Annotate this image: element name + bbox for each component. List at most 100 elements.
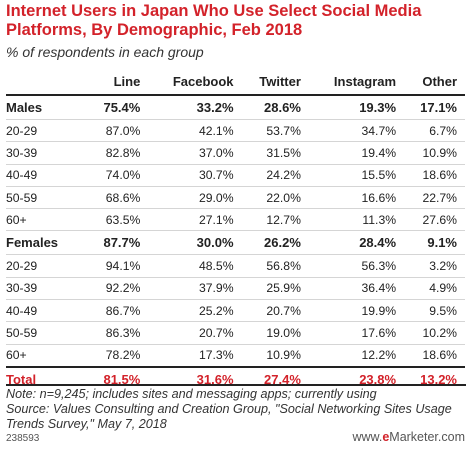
- footnote: Note: n=9,245; includes sites and messag…: [6, 384, 466, 432]
- table-row: Females 87.7% 30.0% 26.2% 28.4% 9.1%: [6, 230, 465, 255]
- cell-facebook: 33.2%: [148, 94, 242, 120]
- cell-facebook: 17.3%: [148, 343, 242, 367]
- cell-facebook: 20.7%: [148, 321, 242, 345]
- cell-line: 81.5%: [87, 365, 149, 391]
- column-header-other: Other: [404, 68, 465, 96]
- column-header-facebook: Facebook: [148, 68, 242, 96]
- cell-facebook: 37.9%: [148, 276, 242, 300]
- cell-other: 3.2%: [404, 254, 465, 278]
- cell-instagram: 34.7%: [308, 118, 405, 142]
- cell-instagram: 56.3%: [308, 254, 405, 278]
- cell-twitter: 10.9%: [241, 343, 309, 367]
- cell-instagram: 36.4%: [308, 276, 405, 300]
- chart-subtitle: % of respondents in each group: [6, 44, 204, 60]
- chart-title: Internet Users in Japan Who Use Select S…: [6, 2, 422, 39]
- cell-twitter: 22.0%: [241, 185, 309, 209]
- cell-twitter: 20.7%: [241, 299, 309, 322]
- cell-twitter: 31.5%: [241, 141, 309, 165]
- column-header-instagram: Instagram: [308, 68, 405, 96]
- table-row: Males 75.4% 33.2% 28.6% 19.3% 17.1%: [6, 94, 465, 120]
- cell-facebook: 25.2%: [148, 299, 242, 322]
- cell-facebook: 42.1%: [148, 118, 242, 142]
- cell-twitter: 24.2%: [241, 163, 309, 187]
- brand-logo: www.eMarketer.com: [352, 430, 465, 444]
- cell-line: 78.2%: [87, 343, 149, 367]
- cell-instagram: 19.4%: [308, 141, 405, 165]
- cell-other: 9.1%: [404, 230, 465, 255]
- table-row: 40-49 86.7% 25.2% 20.7% 19.9% 9.5%: [6, 299, 465, 322]
- cell-line: 63.5%: [87, 208, 149, 231]
- cell-line: 75.4%: [87, 94, 149, 120]
- cell-other: 9.5%: [404, 299, 465, 322]
- cell-twitter: 26.2%: [241, 230, 309, 255]
- column-header-label: [6, 68, 88, 96]
- brand-prefix: www.: [352, 430, 383, 444]
- table-row: 30-39 82.8% 37.0% 31.5% 19.4% 10.9%: [6, 141, 465, 165]
- table-row: Total 81.5% 31.6% 27.4% 23.8% 13.2%: [6, 365, 465, 391]
- cell-twitter: 19.0%: [241, 321, 309, 345]
- cell-line: 87.7%: [87, 230, 149, 255]
- cell-instagram: 28.4%: [308, 230, 405, 255]
- cell-other: 17.1%: [404, 94, 465, 120]
- row-label: 60+: [6, 343, 88, 367]
- cell-line: 68.6%: [87, 185, 149, 209]
- row-label: 60+: [6, 208, 88, 231]
- row-label: Total: [6, 365, 88, 391]
- cell-line: 86.7%: [87, 299, 149, 322]
- cell-line: 87.0%: [87, 118, 149, 142]
- cell-instagram: 23.8%: [308, 365, 405, 391]
- cell-other: 22.7%: [404, 185, 465, 209]
- table-row: 60+ 63.5% 27.1% 12.7% 11.3% 27.6%: [6, 208, 465, 231]
- row-label: Females: [6, 230, 88, 255]
- cell-line: 92.2%: [87, 276, 149, 300]
- table-row: 20-29 87.0% 42.1% 53.7% 34.7% 6.7%: [6, 118, 465, 142]
- cell-facebook: 30.7%: [148, 163, 242, 187]
- cell-other: 4.9%: [404, 276, 465, 300]
- brand-suffix: Marketer.com: [389, 430, 465, 444]
- table-row: 20-29 94.1% 48.5% 56.8% 56.3% 3.2%: [6, 254, 465, 278]
- table-header-row: Line Facebook Twitter Instagram Other: [6, 68, 465, 96]
- cell-facebook: 48.5%: [148, 254, 242, 278]
- cell-line: 86.3%: [87, 321, 149, 345]
- table-row: 60+ 78.2% 17.3% 10.9% 12.2% 18.6%: [6, 343, 465, 367]
- row-label: 20-29: [6, 254, 88, 278]
- row-label: 40-49: [6, 299, 88, 322]
- cell-twitter: 12.7%: [241, 208, 309, 231]
- column-header-line: Line: [87, 68, 149, 96]
- cell-instagram: 17.6%: [308, 321, 405, 345]
- row-label: 30-39: [6, 276, 88, 300]
- cell-facebook: 30.0%: [148, 230, 242, 255]
- cell-facebook: 31.6%: [148, 365, 242, 391]
- row-label: 20-29: [6, 118, 88, 142]
- cell-instagram: 11.3%: [308, 208, 405, 231]
- cell-line: 74.0%: [87, 163, 149, 187]
- cell-instagram: 19.9%: [308, 299, 405, 322]
- note-text: Note: n=9,245; includes sites and messag…: [6, 387, 377, 401]
- cell-line: 94.1%: [87, 254, 149, 278]
- table-row: 50-59 68.6% 29.0% 22.0% 16.6% 22.7%: [6, 185, 465, 209]
- cell-other: 27.6%: [404, 208, 465, 231]
- cell-other: 10.9%: [404, 141, 465, 165]
- row-label: 50-59: [6, 185, 88, 209]
- cell-twitter: 53.7%: [241, 118, 309, 142]
- cell-facebook: 37.0%: [148, 141, 242, 165]
- table-row: 50-59 86.3% 20.7% 19.0% 17.6% 10.2%: [6, 321, 465, 345]
- cell-facebook: 29.0%: [148, 185, 242, 209]
- cell-other: 6.7%: [404, 118, 465, 142]
- cell-twitter: 25.9%: [241, 276, 309, 300]
- cell-instagram: 12.2%: [308, 343, 405, 367]
- row-label: 40-49: [6, 163, 88, 187]
- chart-id: 238593: [6, 433, 40, 444]
- row-label: Males: [6, 94, 88, 120]
- cell-other: 13.2%: [404, 365, 465, 391]
- cell-line: 82.8%: [87, 141, 149, 165]
- cell-facebook: 27.1%: [148, 208, 242, 231]
- cell-instagram: 16.6%: [308, 185, 405, 209]
- row-label: 50-59: [6, 321, 88, 345]
- cell-instagram: 19.3%: [308, 94, 405, 120]
- brand-highlight: e: [382, 430, 390, 444]
- row-label: 30-39: [6, 141, 88, 165]
- cell-other: 18.6%: [404, 343, 465, 367]
- table-row: 40-49 74.0% 30.7% 24.2% 15.5% 18.6%: [6, 163, 465, 187]
- data-table: Line Facebook Twitter Instagram Other Males 7…: [6, 68, 465, 391]
